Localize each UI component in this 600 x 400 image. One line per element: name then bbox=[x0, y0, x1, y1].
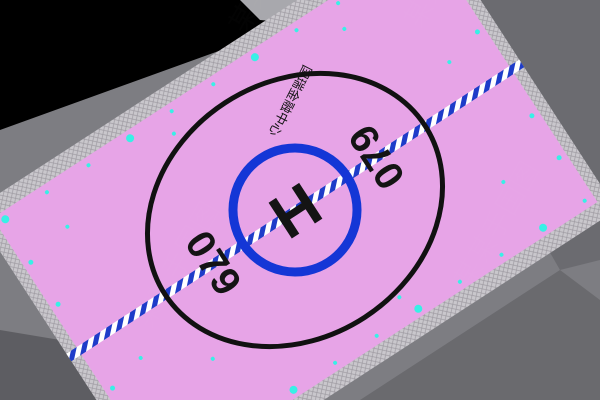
edge-light bbox=[250, 53, 259, 62]
edge-light bbox=[556, 155, 562, 161]
approach-stripe bbox=[66, 59, 525, 362]
edge-light bbox=[501, 179, 506, 184]
edge-light bbox=[447, 60, 452, 65]
edge-light bbox=[397, 295, 402, 300]
edge-light bbox=[289, 385, 298, 394]
edge-light bbox=[294, 28, 299, 33]
edge-light bbox=[342, 26, 347, 31]
edge-light bbox=[126, 134, 135, 143]
edge-light bbox=[138, 355, 143, 360]
edge-light bbox=[65, 224, 70, 229]
edge-light bbox=[28, 259, 34, 265]
edge-light bbox=[110, 385, 116, 391]
touchdown-ring-outer bbox=[144, 70, 446, 350]
touchdown-ring-inner bbox=[228, 143, 362, 277]
edge-light bbox=[414, 304, 423, 313]
edge-light bbox=[457, 279, 462, 284]
edge-light bbox=[86, 163, 91, 168]
edge-light bbox=[333, 360, 338, 365]
edge-light bbox=[539, 223, 548, 232]
edge-light bbox=[55, 301, 61, 307]
roof-wall-bottom-right bbox=[360, 270, 600, 400]
edge-light bbox=[474, 29, 480, 35]
edge-light bbox=[210, 356, 215, 361]
edge-light bbox=[211, 82, 216, 87]
edge-light bbox=[336, 1, 341, 6]
edge-light bbox=[499, 252, 504, 257]
edge-light bbox=[171, 131, 176, 136]
edge-light bbox=[582, 198, 587, 203]
edge-light bbox=[374, 333, 379, 338]
edge-light bbox=[529, 113, 535, 119]
edge-light bbox=[44, 190, 49, 195]
edge-light bbox=[1, 215, 10, 224]
edge-light bbox=[169, 109, 174, 114]
